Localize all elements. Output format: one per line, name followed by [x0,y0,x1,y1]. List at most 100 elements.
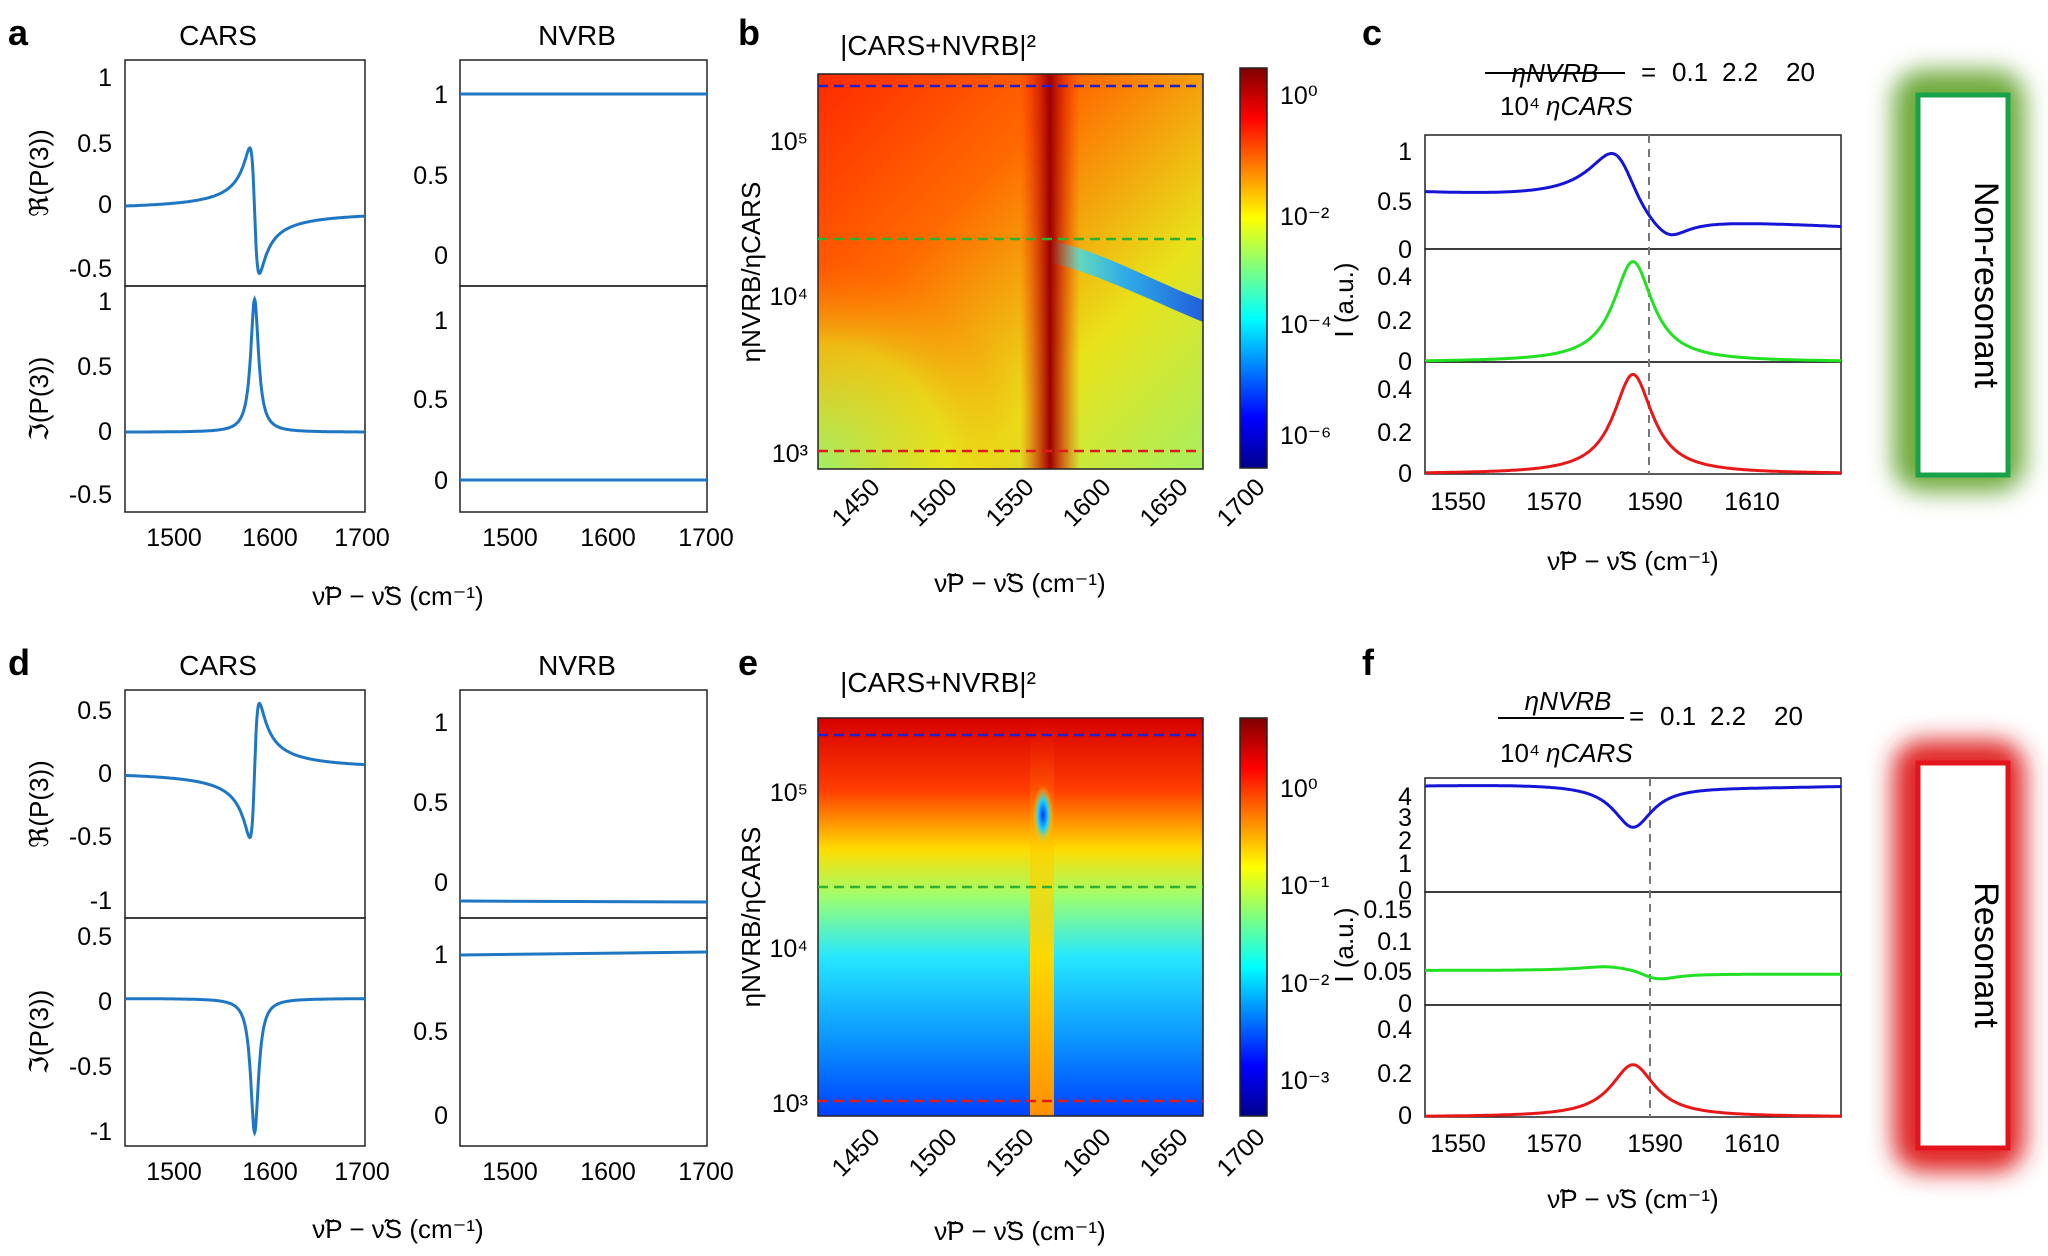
tick-label: 10⁻⁶ [1280,422,1331,450]
tick-label: 1500 [903,1123,962,1182]
tick-label: 3 [1398,804,1412,832]
tick-label: -0.5 [69,1053,112,1081]
panel-f-bot-frame [1424,1004,1842,1118]
tick-label: 1610 [1724,1130,1780,1158]
panel-d-title-nvrb: NVRB [538,650,616,681]
tick-label: 10⁻³ [1280,1067,1329,1095]
panel-c-xlabel: ν̃P − ν̃S (cm⁻¹) [1547,546,1718,576]
panel-a-cars-real-line [125,146,365,276]
panel-c: ηNVRB 10⁴ ηCARS = 0.1 2.2 20 1 0.5 0 0.4… [1329,57,1842,576]
tick-label: 1 [434,81,448,109]
non-resonant-label: Non-resonant [1967,182,2005,389]
tick-label: 10⁵ [770,128,808,156]
tick-label: 1450 [826,1123,885,1182]
panel-d-cars-imag-frame [124,917,366,1147]
legend-denominator: ηCARS [1546,738,1633,768]
tick-label: 10⁰ [1280,82,1318,110]
tick-label: 1600 [242,1158,298,1186]
tick-label: 0 [98,191,112,219]
panel-f-ylabel: I (a.u.) [1329,907,1359,982]
panel-f-mid-frame [1424,891,1842,1006]
panel-e-title: |CARS+NVRB|² [840,667,1036,698]
panel-c-line-0.1 [1425,372,1841,475]
tick-label: 2 [1398,827,1412,855]
legend-numerator: ηNVRB [1525,686,1612,716]
tick-label: 1700 [334,524,390,552]
tick-label: 10⁴ [769,283,808,311]
tick-label: 1600 [242,524,298,552]
panel-a-imag-ylabel: ℑ(P(3)) [24,357,54,442]
resonant-label: Resonant [1967,882,2005,1028]
panel-a-xticks: 1500 1600 1700 1500 1600 1700 [146,524,734,552]
panel-d-xticks: 1500 1600 1700 1500 1600 1700 [146,1158,734,1186]
tick-label: 10⁴ [769,935,808,963]
legend-ratio-blue: 20 [1786,57,1815,87]
tick-label: 10⁻² [1280,203,1329,231]
tick-label: -1 [90,887,112,915]
tick-label: 1600 [1057,473,1116,532]
tick-label: 0.2 [1377,307,1412,335]
panel-e-ylabel: ηNVRB/ηCARS [736,827,766,1008]
panel-f-top-frame [1424,777,1842,893]
panel-c-mid-frame [1424,248,1842,363]
tick-label: 1500 [146,1158,202,1186]
panel-letter-b: b [738,12,760,53]
panel-e-colorbar [1239,717,1268,1117]
legend-denominator-prefix: 10⁴ [1500,91,1540,121]
panel-f-line-20 [1425,784,1841,829]
panel-d-nvrb-real-line [459,899,708,904]
panel-a-cars-real-yticks: 1 0.5 0 -0.5 [69,64,112,283]
panel-c-xticks: 1550 1570 1590 1610 [1430,488,1780,516]
tick-label: 0.1 [1377,928,1412,956]
panel-b-heatmap-ridge [1020,74,1080,469]
tick-label: 0 [434,869,448,897]
panel-c-yticks: 1 0.5 0 0.4 0.2 0 0.4 0.2 0 [1377,138,1412,488]
tick-label: 1570 [1526,488,1582,516]
tick-label: 1700 [1211,1123,1270,1182]
tick-label: 10⁻² [1280,970,1329,998]
panel-letter-c: c [1362,12,1382,53]
panel-e-heatmap-frame [817,717,1204,1117]
tick-label: 10⁻⁴ [1280,311,1332,339]
tick-label: 1 [434,307,448,335]
panel-a-cars-imag-yticks: 1 0.5 0 -0.5 [69,288,112,509]
tick-label: 1590 [1627,1130,1683,1158]
panel-b-heatmap-frame [817,73,1204,470]
tick-label: 0.4 [1377,263,1412,291]
panel-c-legend: ηNVRB 10⁴ ηCARS = 0.1 2.2 20 [1485,57,1815,121]
tick-label: 0.5 [1377,188,1412,216]
tick-label: 10³ [772,1090,808,1118]
tick-label: -0.5 [69,481,112,509]
panel-f-line-2.2 [1425,965,1841,981]
panel-b-ylabel: ηNVRB/ηCARS [736,182,766,363]
panel-f: ηNVRB 10⁴ ηCARS = 0.1 2.2 20 4 3 2 1 0 0… [1329,686,1842,1214]
tick-label: 0 [1398,877,1412,905]
tick-label: 1610 [1724,488,1780,516]
panel-b-colorbar-ticks: 10⁰ 10⁻² 10⁻⁴ 10⁻⁶ [1280,82,1332,450]
tick-label: 0 [1398,348,1412,376]
tick-label: 10⁻¹ [1280,872,1329,900]
non-resonant-card [1915,92,2011,478]
panel-d-nvrb-imag-yticks: 1 0.5 0 [413,941,448,1130]
panel-c-line-20 [1425,152,1842,237]
panel-d-cars-real-frame [124,689,366,919]
panel-d-xlabel: ν̃P − ν̃S (cm⁻¹) [312,1214,483,1244]
tick-label: 0.4 [1377,376,1412,404]
panel-b-colorbar [1239,67,1268,469]
tick-label: 1650 [1134,1123,1193,1182]
tick-label: 0 [434,467,448,495]
panel-f-xticks: 1550 1570 1590 1610 [1430,1130,1780,1158]
tick-label: 1 [98,64,112,92]
tick-label: 1700 [1211,473,1270,532]
tick-label: 0.5 [77,923,112,951]
tick-label: 1450 [826,473,885,532]
tick-label: 10⁰ [1280,775,1318,803]
tick-label: 1700 [334,1158,390,1186]
tick-label: 1500 [146,524,202,552]
tick-label: 1650 [1134,473,1193,532]
legend-denominator: ηCARS [1546,91,1633,121]
panel-e-heatmap-ridge [1030,718,1054,1116]
tick-label: 10³ [772,440,808,468]
tick-label: 0 [1398,236,1412,264]
